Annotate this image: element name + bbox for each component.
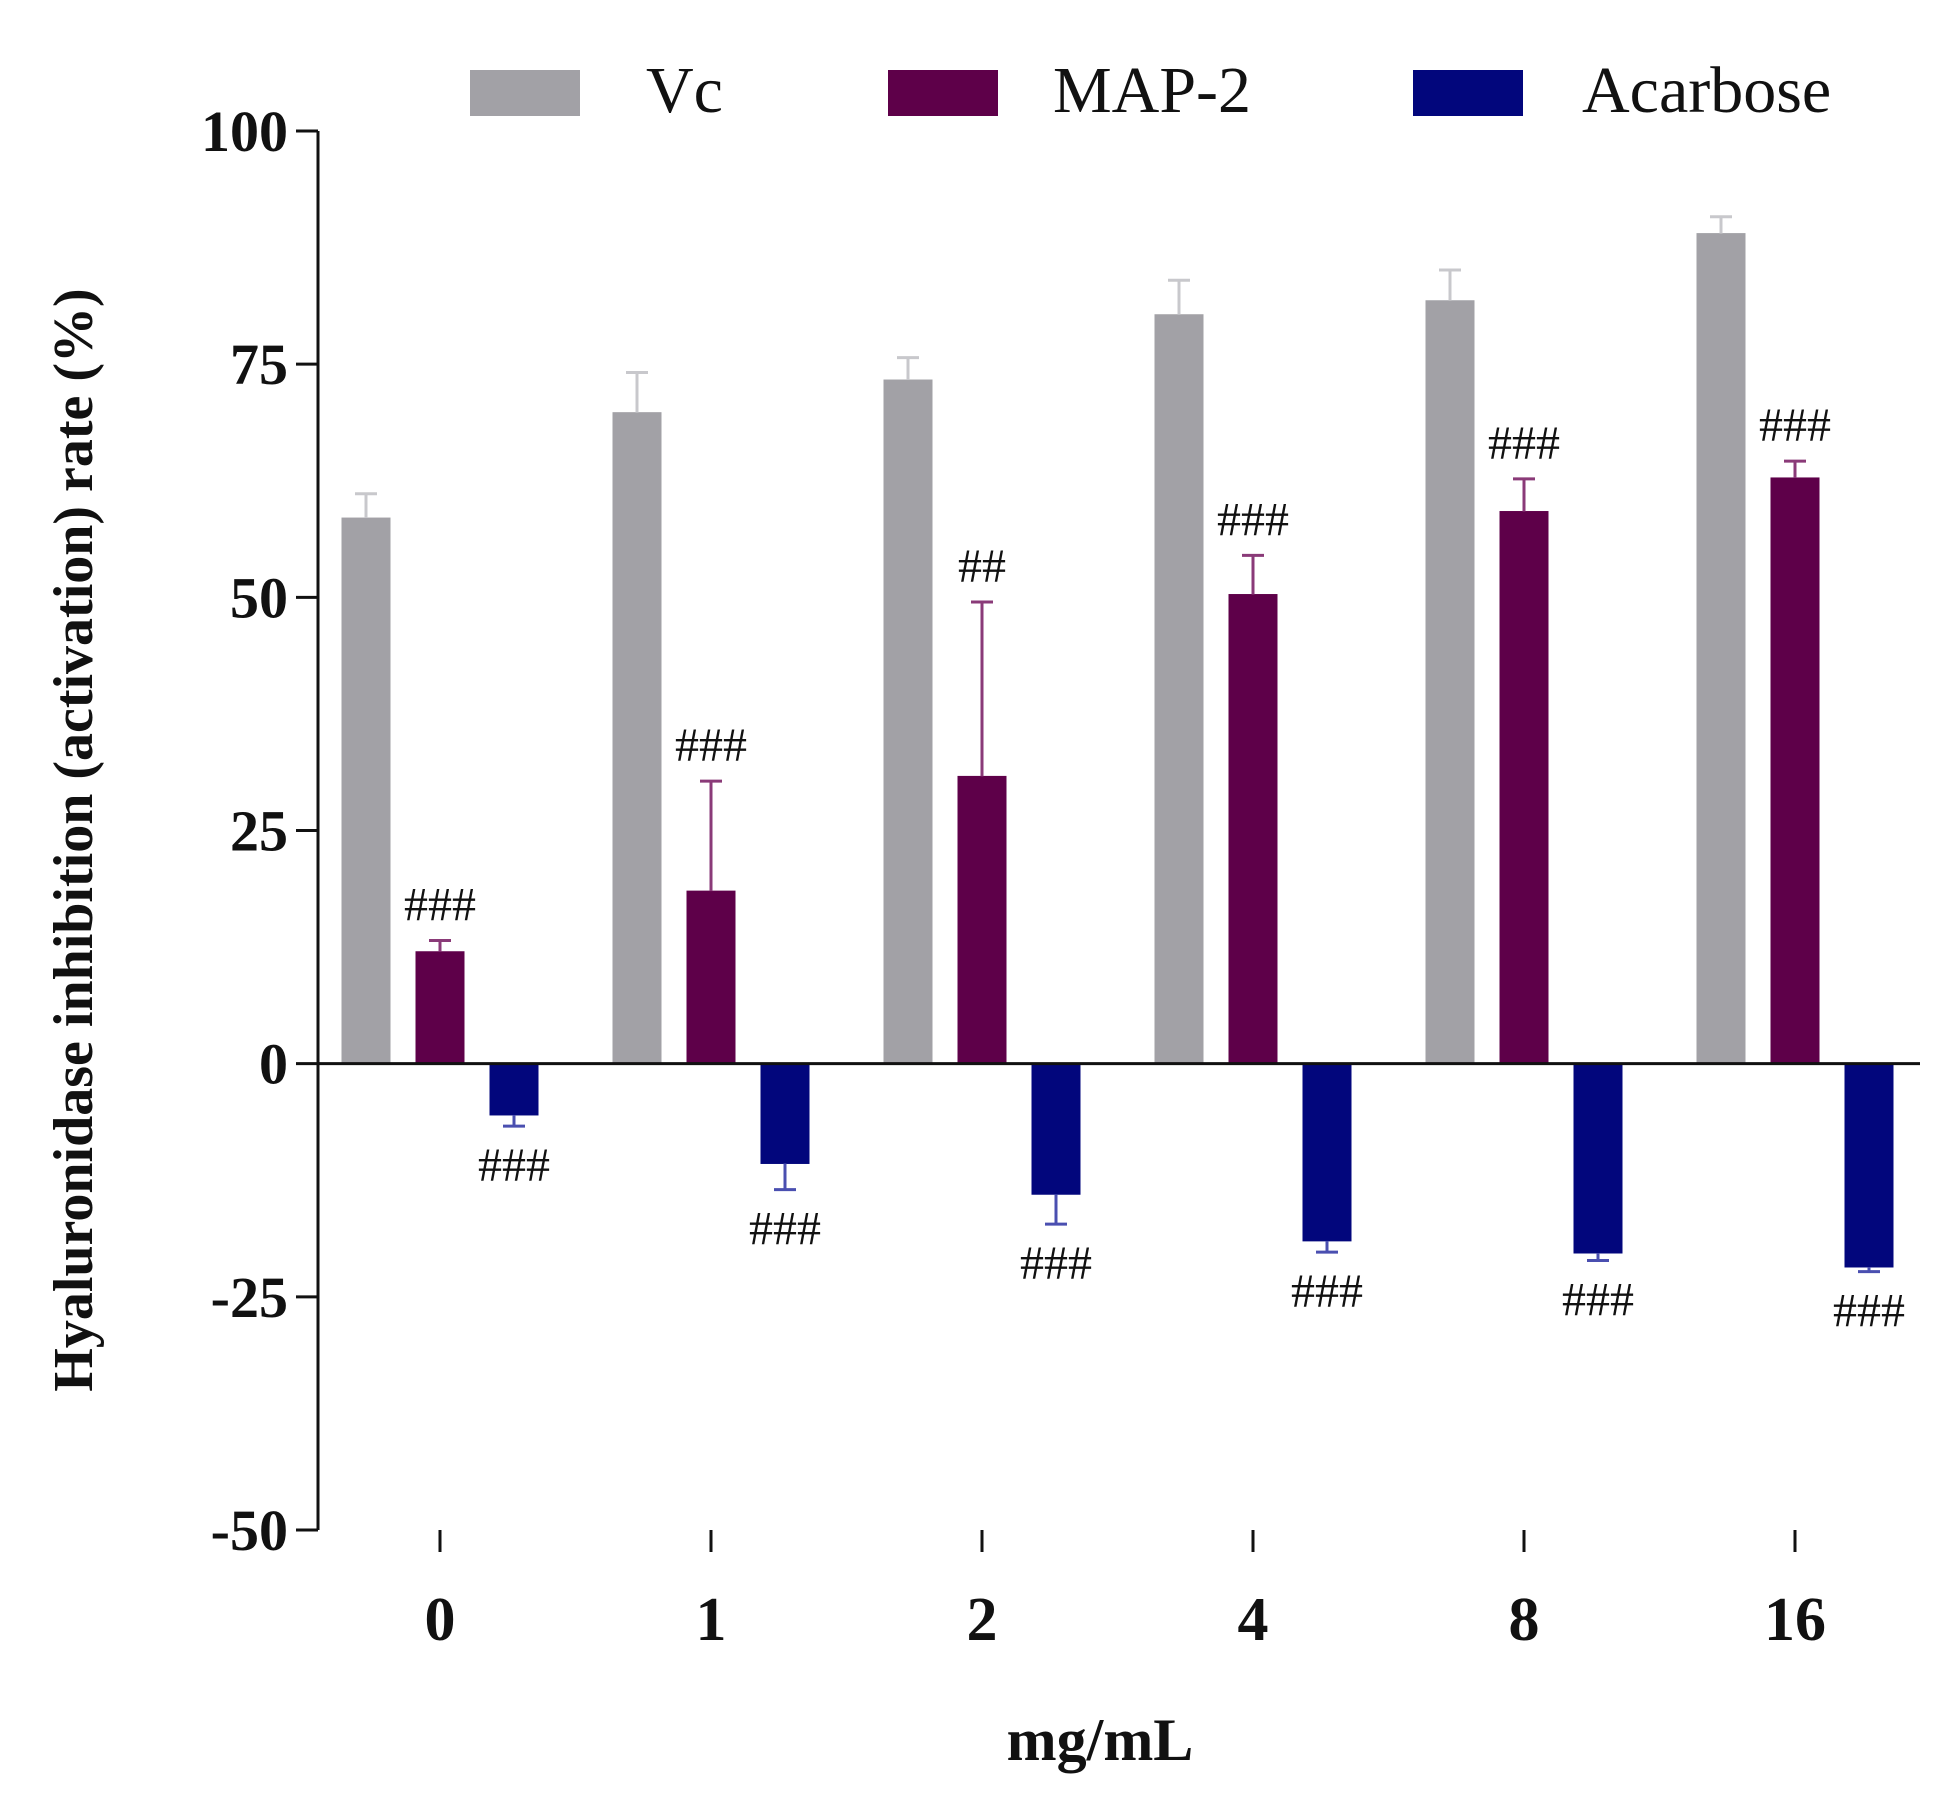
bar-acarbose-8: [1573, 1063, 1623, 1254]
bar-vc-0: [341, 517, 391, 1065]
bar-map-2-16: [1770, 477, 1820, 1065]
bar-map-2-4: [1228, 594, 1278, 1065]
legend-swatch-map-2: [888, 70, 998, 116]
annotation-map-2-0: ###: [404, 879, 476, 932]
bar-vc-4: [1154, 314, 1204, 1065]
error-bars-layer: [355, 215, 1880, 1274]
bar-acarbose-2: [1031, 1063, 1081, 1195]
x-tick-label: 16: [1764, 1586, 1826, 1654]
bar-acarbose-1: [760, 1063, 810, 1164]
annotations-layer: ###################################: [404, 399, 1905, 1337]
y-axis-label: Hyaluronidase inhibition (activation) ra…: [43, 288, 105, 1391]
bar-acarbose-4: [1302, 1063, 1352, 1242]
x-tick-label: 8: [1509, 1586, 1540, 1654]
x-tick-label: 0: [425, 1586, 456, 1654]
bar-vc-8: [1425, 300, 1475, 1065]
x-axis-label: mg/mL: [1007, 1707, 1194, 1773]
legend-swatch-vc: [470, 70, 580, 116]
legend: Vc MAP-2 Acarbose: [470, 54, 1831, 127]
annotation-acarbose-2: ###: [1020, 1237, 1092, 1290]
bar-map-2-1: [686, 890, 736, 1065]
axes-layer: -50 -25 0 25 50 75 100 0 1 2 4 8 16: [201, 99, 1920, 1654]
annotation-acarbose-8: ###: [1562, 1273, 1634, 1326]
legend-label-acarbose: Acarbose: [1582, 54, 1831, 127]
legend-label-vc: Vc: [646, 54, 723, 127]
y-tick-label: 75: [230, 332, 288, 397]
annotation-map-2-16: ###: [1759, 399, 1831, 452]
bar-vc-16: [1696, 233, 1746, 1065]
annotation-map-2-8: ###: [1488, 417, 1560, 470]
y-tick-label: 0: [259, 1032, 288, 1097]
y-tick-label: 25: [230, 799, 288, 864]
bar-map-2-0: [415, 951, 465, 1065]
annotation-acarbose-0: ###: [478, 1139, 550, 1192]
annotation-acarbose-1: ###: [749, 1203, 821, 1256]
annotation-map-2-4: ###: [1217, 493, 1289, 546]
legend-label-map-2: MAP-2: [1053, 54, 1251, 127]
bar-vc-2: [883, 379, 933, 1065]
bar-acarbose-16: [1844, 1063, 1894, 1268]
bar-vc-1: [612, 412, 662, 1065]
bars-layer: [341, 233, 1894, 1268]
bar-map-2-2: [957, 775, 1007, 1065]
y-tick-label: 100: [201, 99, 288, 164]
x-tick-label: 4: [1238, 1586, 1269, 1654]
x-tick-label: 1: [696, 1586, 727, 1654]
bar-acarbose-0: [489, 1063, 539, 1116]
annotation-map-2-2: ##: [958, 540, 1006, 593]
y-tick-label: 50: [230, 565, 288, 630]
y-tick-label: -25: [211, 1265, 288, 1330]
annotation-acarbose-16: ###: [1833, 1285, 1905, 1338]
x-tick-label: 2: [967, 1586, 998, 1654]
annotation-map-2-1: ###: [675, 719, 747, 772]
annotation-acarbose-4: ###: [1291, 1265, 1363, 1318]
y-tick-label: -50: [211, 1498, 288, 1563]
legend-swatch-acarbose: [1413, 70, 1523, 116]
bar-map-2-8: [1499, 511, 1549, 1065]
